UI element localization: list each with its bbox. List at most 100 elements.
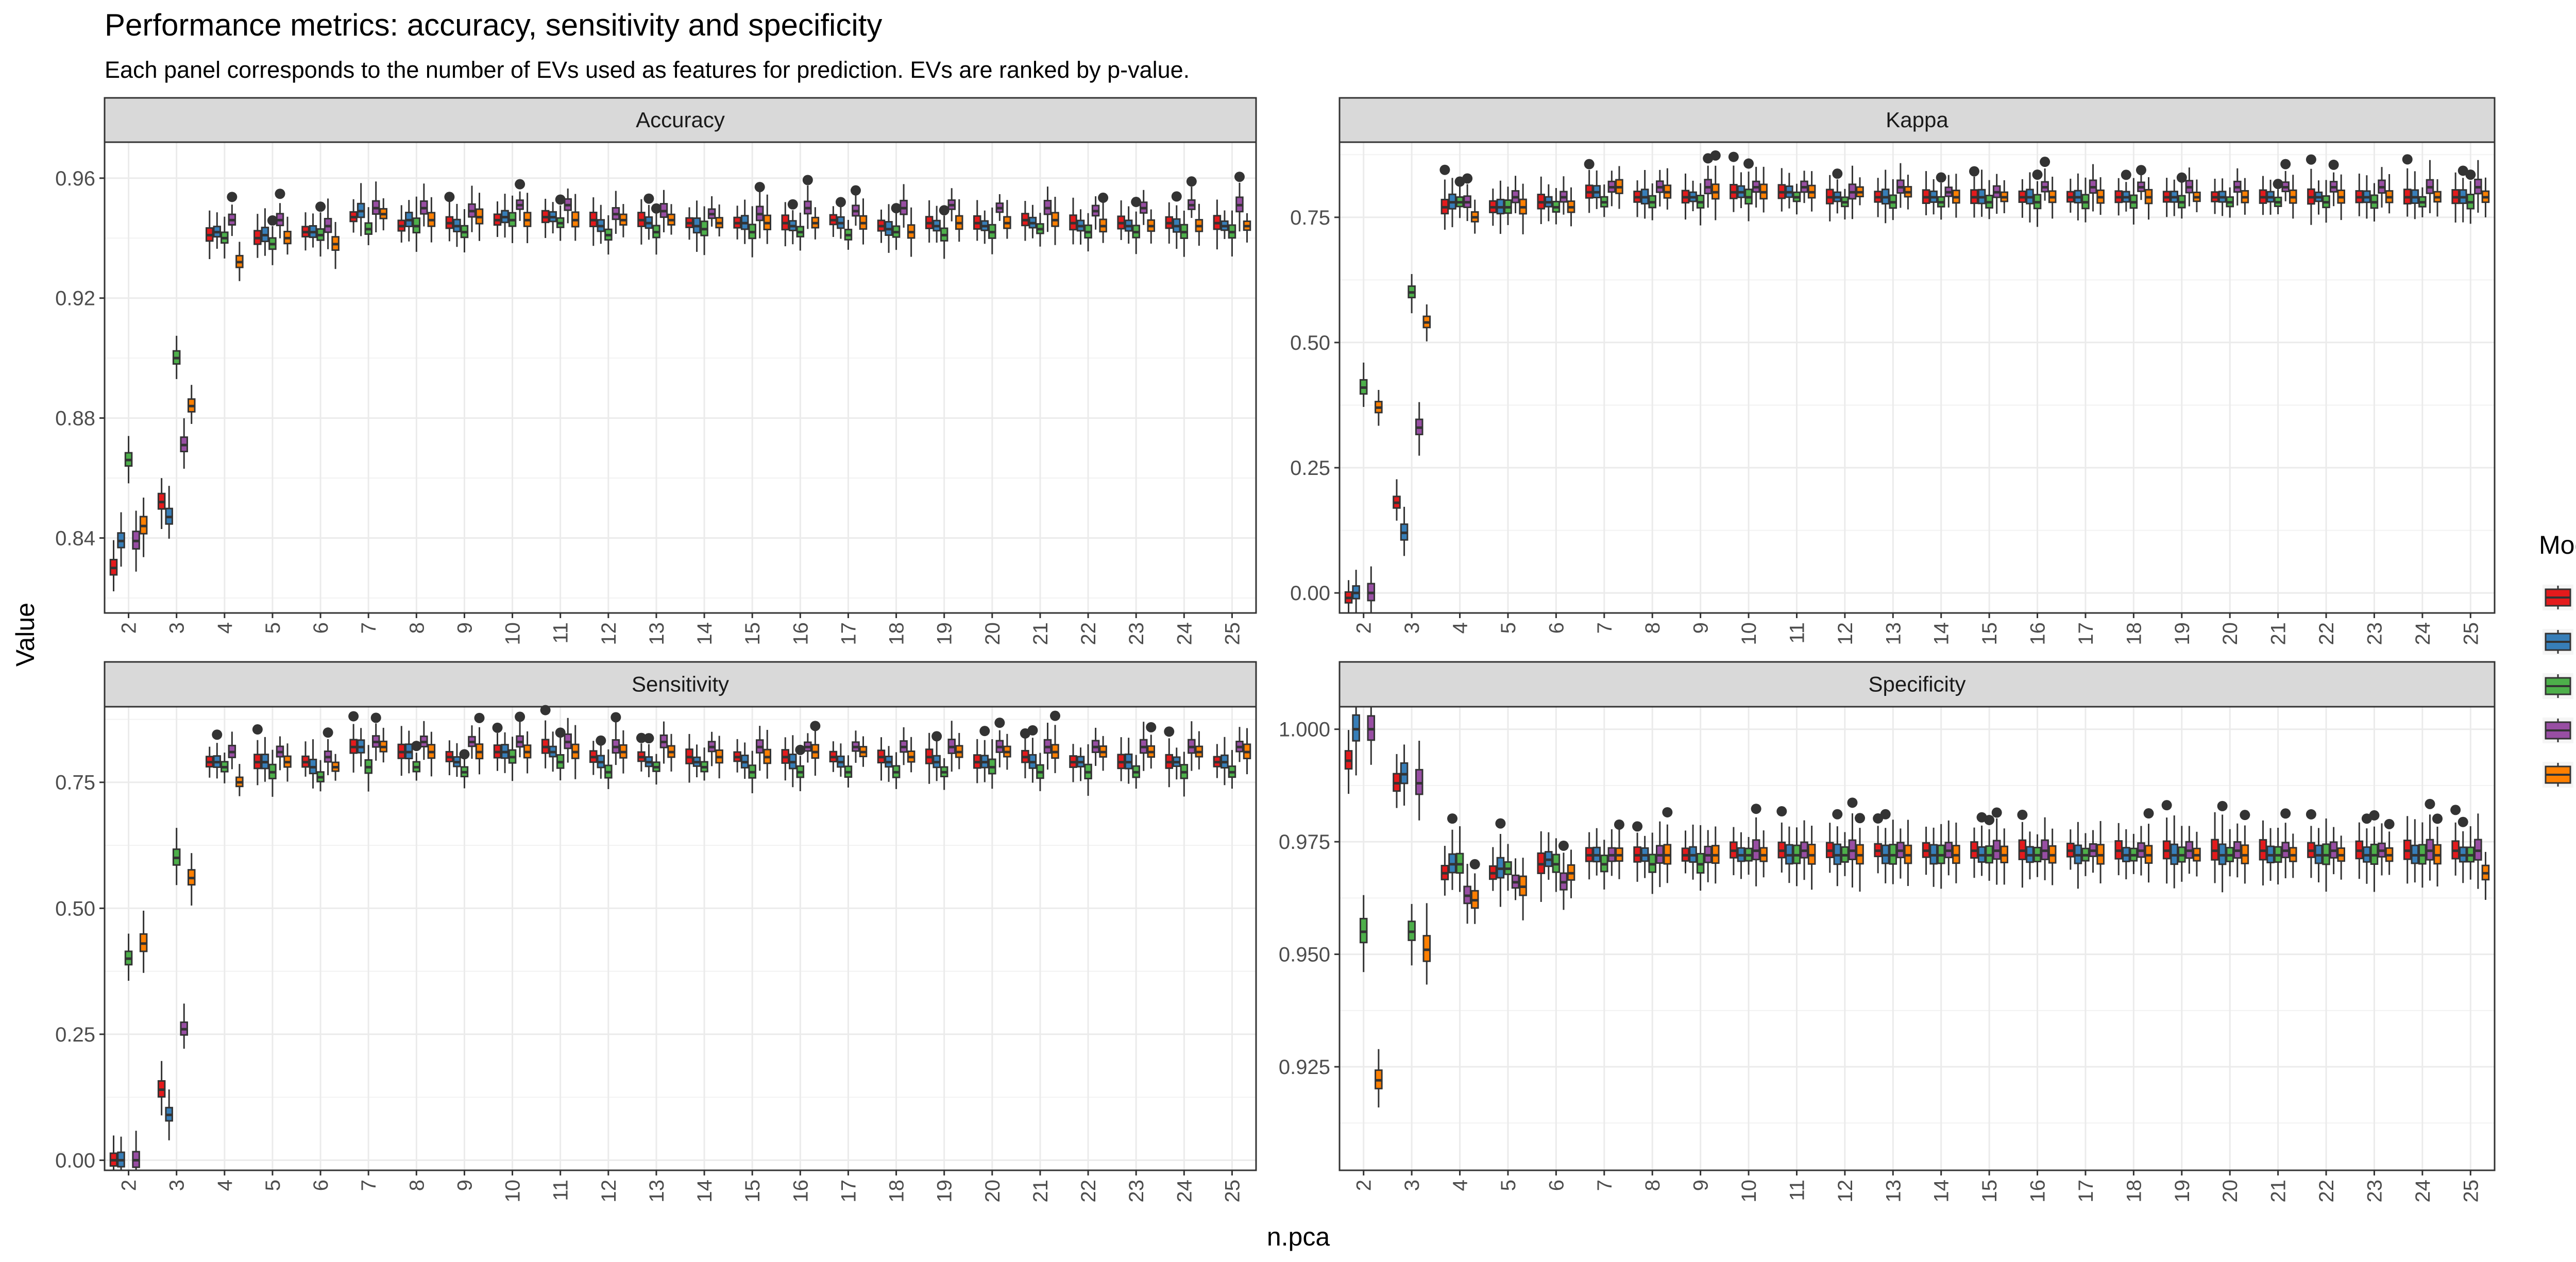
outlier-point [2280, 159, 2291, 169]
panel-background [105, 707, 1256, 1170]
x-tick-label: 22 [2315, 1180, 2338, 1203]
x-tick-label: 5 [262, 622, 284, 634]
outlier-point [1991, 807, 2002, 818]
outlier-point [1098, 192, 1109, 203]
outlier-point [2143, 808, 2154, 819]
outlier-point [850, 185, 861, 196]
legend-item-elasticNet: elasticNet [2543, 629, 2573, 655]
x-tick-label: 5 [1497, 622, 1520, 634]
outlier-point [1880, 809, 1891, 820]
x-tick-label: 8 [1641, 1180, 1664, 1191]
x-tick-label: 2 [1353, 622, 1376, 634]
outlier-point [1855, 813, 1866, 824]
x-tick-label: 15 [741, 1180, 764, 1203]
panel-border [1338, 706, 2496, 1171]
x-tick-label: 19 [2171, 1180, 2194, 1203]
x-tick-label: 18 [2123, 622, 2145, 645]
x-tick-label: 6 [1545, 622, 1568, 634]
outlier-point [891, 203, 902, 214]
y-tick-label: 0.925 [1279, 1056, 1330, 1079]
outlier-point [315, 201, 326, 212]
outlier-point [459, 749, 470, 760]
panel-border [1338, 141, 2496, 614]
x-tick-label: 25 [2460, 622, 2482, 645]
x-tick-label: 14 [1930, 1180, 1953, 1203]
y-tick-label: 0.25 [1290, 457, 1330, 480]
x-tick-label: 14 [1930, 622, 1953, 645]
facet-label-accuracy: Accuracy [636, 108, 725, 132]
panel-background [105, 142, 1256, 613]
x-tick-label: 5 [262, 1180, 284, 1191]
outlier-point [931, 731, 942, 742]
x-tick-label: 14 [693, 622, 716, 645]
y-tick-label: 0.00 [55, 1149, 95, 1172]
outlier-point [370, 712, 381, 723]
x-tick-label: 19 [2171, 622, 2194, 645]
outlier-point [1171, 191, 1182, 202]
outlier-point [611, 712, 621, 723]
x-tick-label: 25 [2460, 1180, 2482, 1203]
outlier-point [2384, 818, 2395, 829]
x-tick-label: 7 [358, 1180, 380, 1191]
y-tick-label: 0.75 [55, 772, 95, 794]
outlier-point [1234, 172, 1245, 182]
x-tick-label: 16 [2027, 1180, 2049, 1203]
outlier-point [492, 722, 503, 733]
x-tick-label: 15 [1978, 1180, 2001, 1203]
outlier-point [1751, 804, 1761, 814]
outlier-point [2280, 808, 2291, 819]
outlier-point [1728, 151, 1739, 162]
outlier-point [979, 726, 990, 737]
outlier-point [1743, 158, 1754, 169]
outlier-point [2032, 169, 2043, 180]
facet-strip-sensitivity [104, 661, 1257, 708]
outlier-point [787, 199, 798, 210]
x-tick-label: 10 [502, 622, 524, 645]
legend-item-svmPoly: svmPoly [2543, 718, 2573, 743]
x-tick-label: 20 [981, 1180, 1004, 1203]
x-tick-label: 16 [789, 622, 812, 645]
x-tick-label: 15 [1978, 622, 2001, 645]
x-tick-label: 16 [789, 1180, 812, 1203]
x-tick-label: 23 [2363, 622, 2386, 645]
outlier-point [2425, 798, 2435, 809]
outlier-point [2136, 165, 2146, 176]
outlier-point [267, 215, 278, 226]
x-tick-label: 7 [1594, 622, 1616, 634]
x-tick-label: 9 [453, 622, 476, 634]
y-axis-title: Value [11, 603, 40, 667]
x-axis-title: n.pca [1267, 1222, 1330, 1251]
x-tick-label: 13 [646, 622, 668, 645]
outlier-point [2017, 809, 2028, 820]
outlier-point [795, 744, 806, 755]
x-tick-label: 2 [118, 1180, 141, 1191]
y-tick-label: 0.84 [55, 527, 95, 550]
outlier-point [474, 712, 485, 723]
panel-border [104, 141, 1257, 614]
facet-label-kappa: Kappa [1886, 108, 1948, 132]
outlier-point [835, 197, 846, 208]
legend: Model glm elasticNet earth svmPoly rf [2539, 531, 2576, 788]
outlier-point [754, 182, 765, 193]
outlier-point [643, 733, 654, 744]
x-tick-label: 24 [2412, 622, 2434, 645]
outlier-point [2328, 159, 2339, 170]
facet-strip-specificity [1338, 661, 2496, 708]
outlier-point [2161, 800, 2172, 811]
outlier-point [1969, 166, 1979, 177]
outlier-point [323, 727, 333, 738]
x-tick-label: 20 [981, 622, 1004, 645]
chart-subtitle: Each panel corresponds to the number of … [105, 57, 1190, 83]
outlier-point [1662, 807, 1673, 817]
y-tick-label: 0.975 [1279, 831, 1330, 854]
outlier-point [2465, 169, 2476, 180]
y-tick-label: 0.88 [55, 407, 95, 430]
x-tick-label: 8 [405, 1180, 428, 1191]
x-tick-label: 8 [405, 622, 428, 634]
facet-label-specificity: Specificity [1868, 672, 1965, 696]
x-tick-label: 4 [1449, 1180, 1472, 1191]
x-tick-label: 11 [1786, 1180, 1808, 1201]
outlier-point [1146, 722, 1157, 732]
